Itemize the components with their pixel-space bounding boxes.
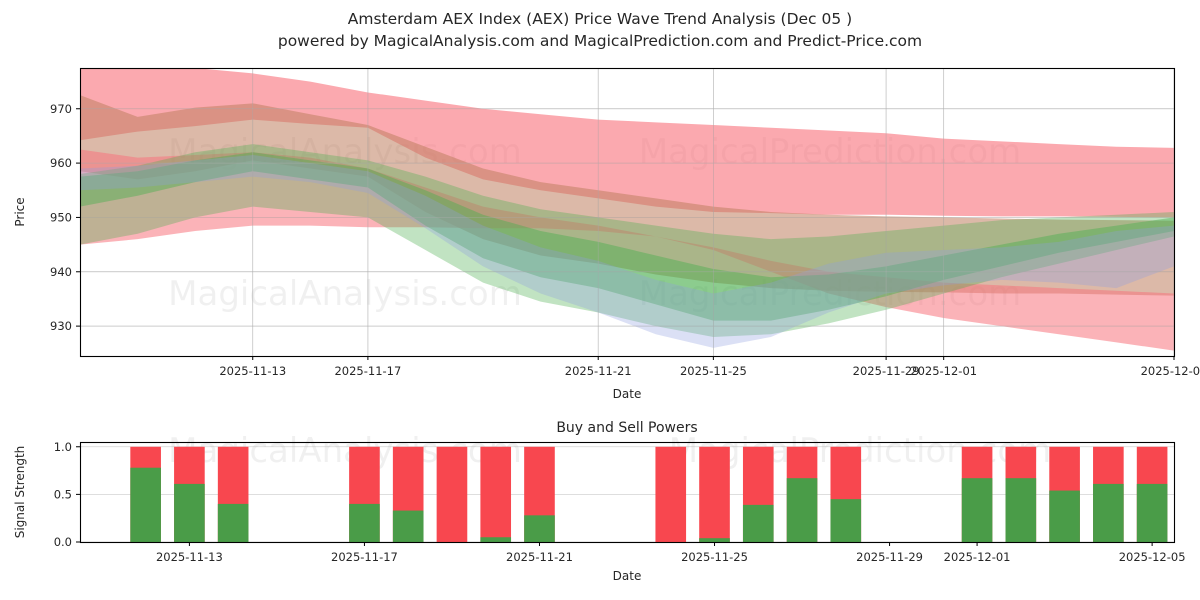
price-xtick-label: 2025-12-05 [1141,364,1200,378]
signal-yaxis-label: Signal Strength [13,446,27,539]
price-xtick-label: 2025-11-17 [334,364,401,378]
price-xtick-label: 2025-11-29 [853,364,920,378]
price-xaxis-label: Date [613,387,642,401]
signal-bar-buy [524,515,555,542]
signal-xtick-label: 2025-11-17 [331,550,398,564]
signal-plot-border [79,441,1176,544]
price-ytick-label: 940 [50,265,72,279]
price-band-upper-resistance-band [80,68,1174,218]
signal-bar-sell [436,446,468,542]
price-gridlines-overlay [80,68,1175,356]
page-title: Amsterdam AEX Index (AEX) Price Wave Tre… [348,10,852,28]
price-xtick-label: 2025-11-25 [680,364,747,378]
price-ytick-label: 950 [50,210,72,224]
signal-bar-buy [1049,490,1080,542]
signal-xtick-label: 2025-12-01 [944,550,1011,564]
price-bands-group [80,68,1174,351]
signal-bar-buy [961,478,993,542]
signal-xtick-label: 2025-11-29 [856,550,923,564]
price-xtick-label: 2025-11-21 [565,364,632,378]
signal-chart-title: Buy and Sell Powers [556,420,697,436]
signal-bar-buy [699,538,730,542]
price-band-blue-volatility-band [80,154,1174,348]
signal-bar-buy [130,467,161,542]
price-xtick-label: 2025-12-01 [910,364,977,378]
signal-xtick-label: 2025-11-21 [506,550,573,564]
signal-bar-buy [392,510,424,542]
signal-bar-sell [480,446,512,542]
signal-xtick-label: 2025-11-25 [681,550,748,564]
price-yaxis-label: Price [13,197,27,226]
signal-bar-buy [1005,478,1037,542]
price-plot-border [79,67,1176,358]
signal-bar-buy [217,503,249,542]
price-band-green-channel-inner [80,152,1174,321]
signal-bar-buy [1136,483,1168,542]
signal-bar-buy [742,504,774,542]
signal-bar-sell [699,446,730,542]
price-axis-ticks: 930 940 950 960 970 2025-11-13 2025-11-17 2025-… [50,102,1200,378]
signal-bar-sell [655,446,687,542]
signal-bar-buy [480,537,512,542]
signal-xtick-label: 2025-12-05 [1119,550,1186,564]
signal-bar-buy [349,503,380,542]
price-ytick-label: 970 [50,102,72,116]
page-subtitle: powered by MagicalAnalysis.com and Magic… [278,32,922,50]
signal-ytick-label: 0.0 [54,535,72,549]
price-band-green-channel-outer [80,144,1174,337]
signal-bar-buy [1093,483,1124,542]
price-chart: MagicalAnalysis.com MagicalPrediction.co… [13,67,1200,401]
signal-ytick-label: 0.5 [54,487,72,501]
signal-bar-buy [786,478,818,542]
signal-ytick-label: 1.0 [54,440,72,454]
price-band-support-band [80,149,1174,351]
price-ytick-label: 960 [50,156,72,170]
price-xtick-label: 2025-11-13 [219,364,286,378]
signal-xtick-label: 2025-11-13 [156,550,223,564]
watermark-left-bottom: MagicalAnalysis.com [168,274,522,314]
price-band-mid-trend-band [80,95,1174,296]
signal-bar-buy [830,499,862,542]
price-ytick-label: 930 [50,319,72,333]
signal-bars-group [130,446,1168,542]
signal-bar-buy [174,483,205,542]
signal-xaxis-label: Date [613,569,642,583]
signal-axis-ticks: 0.0 0.5 1.0 2025-11-13 2025-11-17 2025-11-21 2… [54,440,1186,564]
signal-chart: Buy and Sell Powers MagicalAnalysis.com … [13,420,1186,583]
